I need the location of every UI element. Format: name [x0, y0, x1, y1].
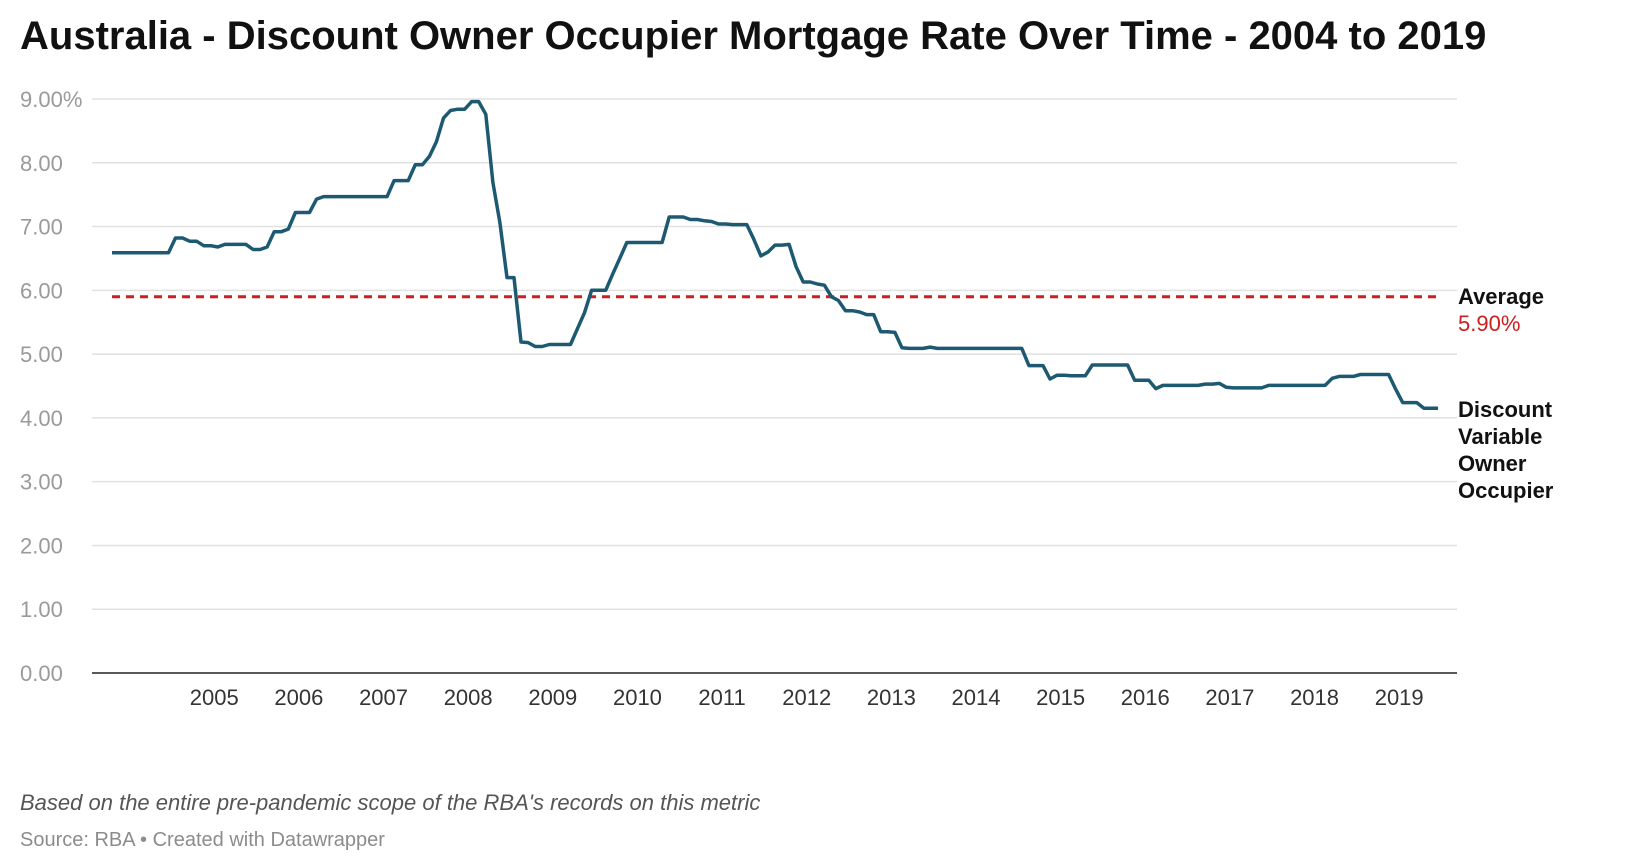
chart-note: Based on the entire pre-pandemic scope o… [20, 790, 761, 815]
x-axis-ticks: 2005 2006 2007 2008 2009 2010 2011 2012 2013 2014… [190, 685, 1424, 710]
y-tick-label: 3.00 [20, 470, 63, 495]
y-tick-label: 9.00% [20, 87, 82, 112]
y-tick-label: 8.00 [20, 151, 63, 176]
y-gridlines [92, 98, 1457, 610]
x-tick-label: 2016 [1121, 685, 1170, 710]
series-label-line: Variable [1458, 424, 1542, 449]
y-tick-label: 4.00 [20, 406, 63, 431]
y-axis-ticks: 9.00% 8.00 7.00 6.00 5.00 4.00 3.00 2.00 1.00 0.0… [20, 87, 82, 686]
y-tick-label: 6.00 [20, 278, 63, 303]
y-tick-label: 2.00 [20, 533, 63, 558]
x-tick-label: 2011 [698, 685, 745, 710]
x-tick-label: 2005 [190, 685, 239, 710]
y-tick-label: 7.00 [20, 215, 63, 240]
x-tick-label: 2017 [1205, 685, 1254, 710]
x-tick-label: 2015 [1036, 685, 1085, 710]
y-tick-label: 1.00 [20, 597, 63, 622]
average-value-label: 5.90% [1458, 311, 1520, 336]
x-tick-label: 2012 [782, 685, 831, 710]
series-label-line: Discount [1458, 397, 1553, 422]
x-tick-label: 2019 [1375, 685, 1424, 710]
series-label-line: Owner [1458, 451, 1527, 476]
x-tick-label: 2008 [444, 685, 493, 710]
x-tick-label: 2013 [867, 685, 916, 710]
y-tick-label: 5.00 [20, 342, 63, 367]
x-tick-label: 2009 [528, 685, 577, 710]
series-line-discount-variable-owner-occupier [112, 99, 1438, 411]
x-tick-label: 2018 [1290, 685, 1339, 710]
x-tick-label: 2014 [952, 685, 1001, 710]
x-tick-label: 2010 [613, 685, 662, 710]
chart-title: Australia - Discount Owner Occupier Mort… [20, 14, 1487, 58]
chart-source: Source: RBA • Created with Datawrapper [20, 829, 385, 851]
x-tick-label: 2007 [359, 685, 408, 710]
y-tick-label: 0.00 [20, 661, 63, 686]
series-label-line: Occupier [1458, 478, 1554, 503]
x-tick-label: 2006 [274, 685, 323, 710]
average-label: Average [1458, 284, 1544, 309]
